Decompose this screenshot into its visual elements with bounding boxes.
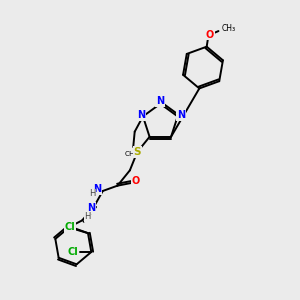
Text: N: N	[156, 96, 164, 106]
Text: Cl: Cl	[68, 247, 78, 257]
Text: N: N	[177, 110, 185, 120]
Text: H: H	[89, 189, 96, 198]
Text: O: O	[206, 30, 214, 40]
Text: S: S	[134, 147, 141, 157]
Text: N: N	[137, 110, 146, 120]
Text: O: O	[132, 176, 140, 186]
Text: N: N	[87, 203, 95, 213]
Text: H: H	[84, 212, 91, 221]
Text: Cl: Cl	[64, 222, 75, 232]
Text: CH₃: CH₃	[125, 152, 138, 158]
Text: CH₃: CH₃	[221, 24, 236, 33]
Text: N: N	[93, 184, 101, 194]
